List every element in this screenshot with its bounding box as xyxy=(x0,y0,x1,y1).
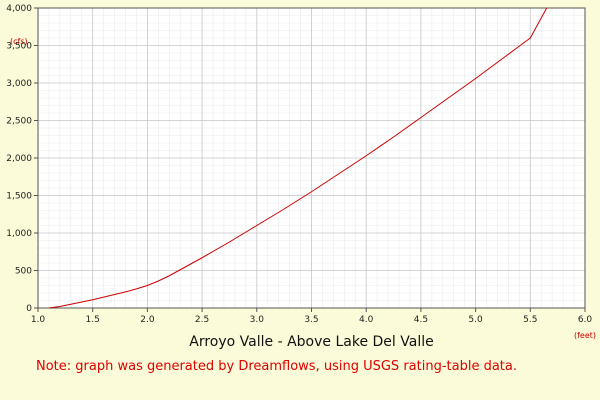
y-tick-label: 1,000 xyxy=(6,229,32,239)
x-tick-label: 1.0 xyxy=(31,315,46,325)
chart-note: Note: graph was generated by Dreamflows,… xyxy=(36,359,517,374)
y-tick-label: 3,000 xyxy=(6,79,32,89)
x-tick-label: 4.5 xyxy=(414,315,428,325)
x-tick-label: 2.0 xyxy=(140,315,155,325)
x-tick-label: 1.5 xyxy=(86,315,100,325)
y-axis-unit-label: (cfs) xyxy=(10,37,28,46)
x-tick-label: 2.5 xyxy=(195,315,209,325)
y-tick-label: 0 xyxy=(26,304,32,314)
major-grid xyxy=(37,7,586,309)
x-tick-label: 6.0 xyxy=(578,315,593,325)
x-tick-label: 5.5 xyxy=(523,315,537,325)
x-tick-label: 4.0 xyxy=(359,315,374,325)
x-tick-label: 5.0 xyxy=(468,315,483,325)
y-tick-label: 2,000 xyxy=(6,154,32,164)
y-tick-label: 3,500 xyxy=(6,42,32,52)
x-axis-unit-label: (feet) xyxy=(574,331,596,340)
series-layer xyxy=(48,7,548,309)
ticks: 1.0 1.5 2.0 2.5 3.0 3.5 4.0 4.5 5.0 5.5 6.0 0 500 1,0… xyxy=(6,4,592,325)
x-tick-label: 3.0 xyxy=(250,315,265,325)
y-tick-label: 500 xyxy=(15,267,32,277)
y-tick-label: 1,500 xyxy=(6,192,32,202)
chart-title: Arroyo Valle - Above Lake Del Valle xyxy=(189,334,433,350)
x-tick-label: 3.5 xyxy=(304,315,318,325)
y-tick-label: 2,500 xyxy=(6,117,32,127)
series-line-0 xyxy=(48,7,548,309)
y-tick-label: 4,000 xyxy=(6,4,32,14)
